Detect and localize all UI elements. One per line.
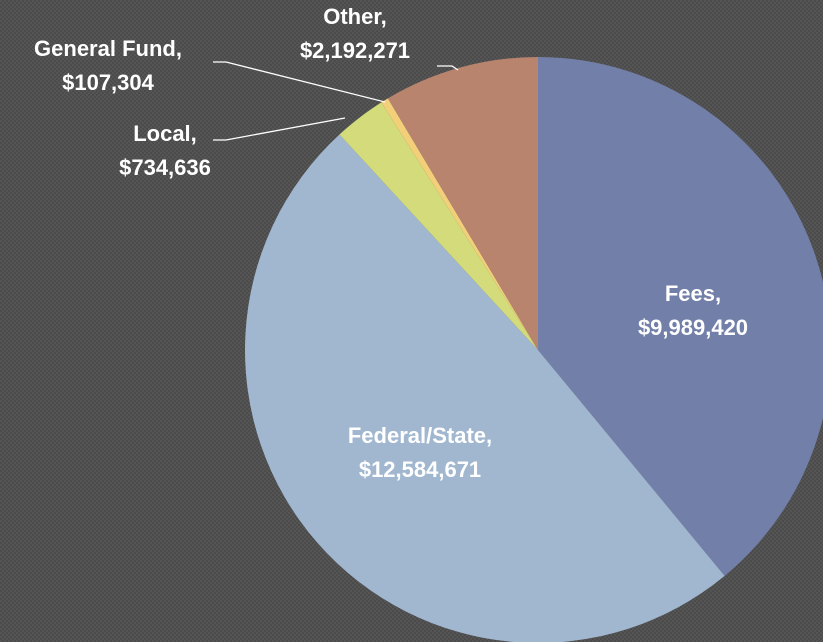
labels: Fees, $9,989,420 Federal/State, $12,584,671… <box>34 4 748 482</box>
pie-slice <box>387 57 538 350</box>
slice-label-name: Fees, <box>665 281 721 306</box>
pie <box>245 57 823 642</box>
leader-line <box>213 61 386 103</box>
slice-label-name: General Fund, <box>34 36 182 61</box>
pie-slice <box>245 134 725 642</box>
slice-label-name: Local, <box>133 121 197 146</box>
slice-label-value: $2,192,271 <box>300 38 410 63</box>
slice-label-value: $9,989,420 <box>638 315 748 340</box>
pie-slice <box>339 102 538 351</box>
slice-label-value: $734,636 <box>119 155 211 180</box>
leader-line <box>213 117 346 141</box>
leader-line <box>437 65 459 71</box>
slice-label-value: $12,584,671 <box>359 457 481 482</box>
pie-slice <box>538 57 823 576</box>
slice-label-name: Federal/State, <box>348 423 492 448</box>
slice-label-name: Other, <box>323 4 387 29</box>
slice-label-value: $107,304 <box>62 70 155 95</box>
pie-slice <box>381 98 538 351</box>
